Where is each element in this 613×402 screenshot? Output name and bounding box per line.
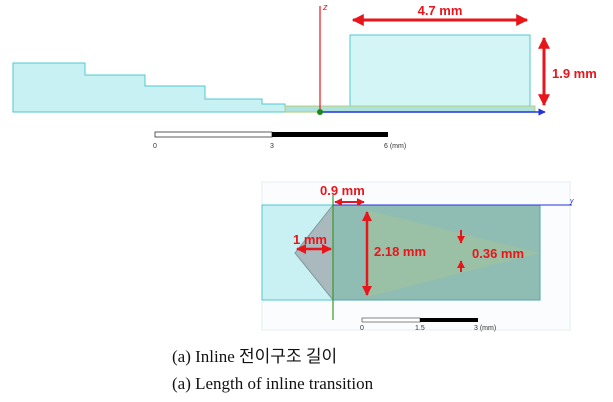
origin — [317, 109, 323, 115]
waveguide-block — [350, 35, 530, 108]
axis-label: y — [569, 198, 574, 205]
scale-label: 0 — [360, 325, 364, 332]
scale-label: 3 (mm) — [474, 325, 496, 332]
bottom-view: y 0.9 mm 1 mm 2.18 mm 0.36 mm 0 1.5 3 (m… — [262, 182, 574, 332]
axis-label: z — [322, 2, 328, 12]
dimension-label: 1.9 mm — [552, 66, 597, 81]
dimension-label: 0.9 mm — [320, 183, 365, 198]
dimension-label: 0.36 mm — [472, 246, 524, 261]
caption: (a) Length of inline transition — [172, 374, 374, 393]
stepped-guide — [13, 63, 320, 112]
scale-label: 1.5 — [415, 325, 425, 332]
scale-label: 3 — [270, 143, 274, 150]
scale-bar — [420, 318, 478, 322]
scale-bar — [155, 132, 272, 137]
dimension-label: 2.18 mm — [374, 244, 426, 259]
scale-bar — [272, 132, 388, 137]
top-view: z 4.7 mm 1.9 mm 0 3 6 (mm) — [13, 2, 597, 150]
scale-label: 0 — [153, 143, 157, 150]
scale-label: 6 (mm) — [384, 143, 406, 150]
dimension-label: 1 mm — [293, 232, 327, 247]
scale-bar — [362, 318, 420, 322]
caption: (a) Inline 전이구조 길이 — [172, 347, 337, 366]
figure: z 4.7 mm 1.9 mm 0 3 6 (mm) y 0.9 mm 1 mm… — [0, 0, 613, 402]
dimension-label: 4.7 mm — [418, 3, 463, 18]
